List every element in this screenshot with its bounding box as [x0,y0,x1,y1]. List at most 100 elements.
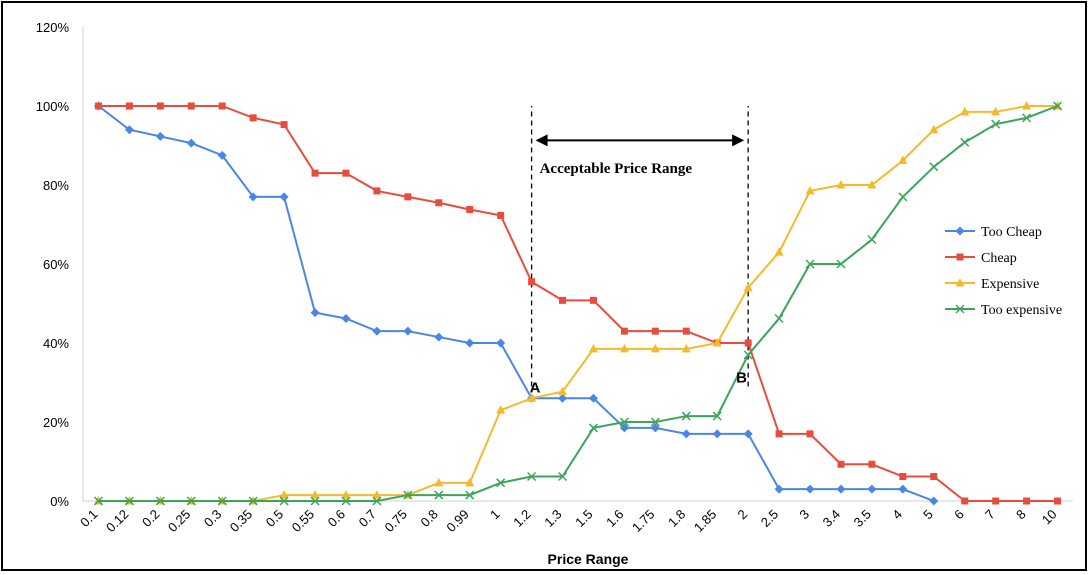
data-point [589,296,597,304]
x-tick-label: 0.25 [165,507,194,536]
data-point [898,155,908,165]
series-line [97,105,935,502]
price-sensitivity-chart: 0%20%40%60%80%100%120%0.1 0.12 0.2 0.25 0.3 0… [36,20,1073,567]
data-point [960,137,970,147]
series-too-cheap [93,101,939,506]
data-point [899,473,907,481]
x-tick-label: 1 [487,507,503,523]
data-point [186,496,196,506]
x-tick-label: 0.5 [263,507,286,530]
data-point [217,150,227,160]
x-tick-label: 0.55 [289,507,318,536]
data-point [125,102,133,110]
data-point [650,343,660,353]
data-point [712,338,722,347]
data-point [156,102,164,110]
data-point [867,234,877,245]
y-tick-label: 20% [43,415,69,430]
data-point [496,405,506,414]
data-point [94,102,102,110]
data-point [619,423,629,433]
data-point [681,343,691,353]
data-point [155,131,165,141]
data-point [372,496,382,506]
x-tick-label: 1.6 [603,507,626,530]
data-point [403,326,413,336]
data-point [372,490,382,499]
data-point [435,199,443,207]
x-tick-label: 0.1 [77,507,100,530]
data-point [248,192,258,202]
point-b-label: B [736,370,747,387]
legend-item: Expensive [945,277,1039,292]
x-tick-label: 0.3 [201,507,224,530]
data-point [867,484,877,494]
x-tick-label: 3.4 [820,507,843,530]
data-point [527,393,537,402]
x-tick-label: 1.85 [691,507,720,536]
x-tick-label: 5 [920,507,936,523]
x-tick-label: 0.35 [227,507,256,536]
x-tick-label: 2 [735,507,751,523]
data-point [836,484,846,494]
data-point [310,308,320,318]
data-point [217,496,227,506]
data-point [1052,101,1063,111]
data-point [620,327,628,335]
data-point [279,192,289,202]
data-point [929,124,939,134]
data-point [465,338,475,348]
range-arrow-left-head [535,134,548,147]
data-point [1023,497,1031,505]
data-point [279,496,289,506]
data-point [960,106,970,116]
data-point [248,496,258,506]
data-point [341,496,351,506]
data-point [681,429,691,439]
data-point [868,460,876,468]
data-point [403,490,413,500]
point-a-label: A [530,379,541,396]
data-point [187,102,195,110]
data-point [650,417,660,427]
data-point [558,471,568,482]
data-point [373,187,381,195]
data-point [1054,497,1062,505]
data-point [991,119,1001,129]
data-point [466,205,474,213]
data-point [712,411,722,421]
series-line [98,105,1058,502]
data-point [743,282,753,292]
legend-label: Too Cheap [981,225,1042,240]
data-point [867,180,877,189]
data-point [930,473,938,481]
y-tick-label: 120% [36,20,70,35]
data-point [558,386,568,396]
data-point [619,417,629,427]
data-point [744,339,752,347]
legend-item: Too Cheap [945,225,1042,240]
data-point [497,211,505,219]
data-point [682,327,690,335]
data-point [186,138,196,148]
data-point [279,490,289,499]
data-point [992,497,1000,505]
x-tick-label: 8 [1013,507,1029,523]
y-tick-label: 40% [43,336,69,351]
data-point [898,484,908,494]
data-point [341,314,351,324]
data-point [218,102,226,110]
data-point [434,477,444,487]
x-tick-label: 0.8 [418,507,441,530]
y-tick-label: 60% [43,257,69,272]
data-point [434,490,444,500]
data-point [929,162,939,172]
data-point [404,193,412,201]
x-tick-label: 4 [889,507,905,523]
y-tick-label: 80% [43,178,69,193]
data-point [774,484,784,494]
x-tick-label: 3.5 [851,507,874,530]
data-point [249,114,257,122]
x-tick-label: 1.8 [665,507,688,530]
